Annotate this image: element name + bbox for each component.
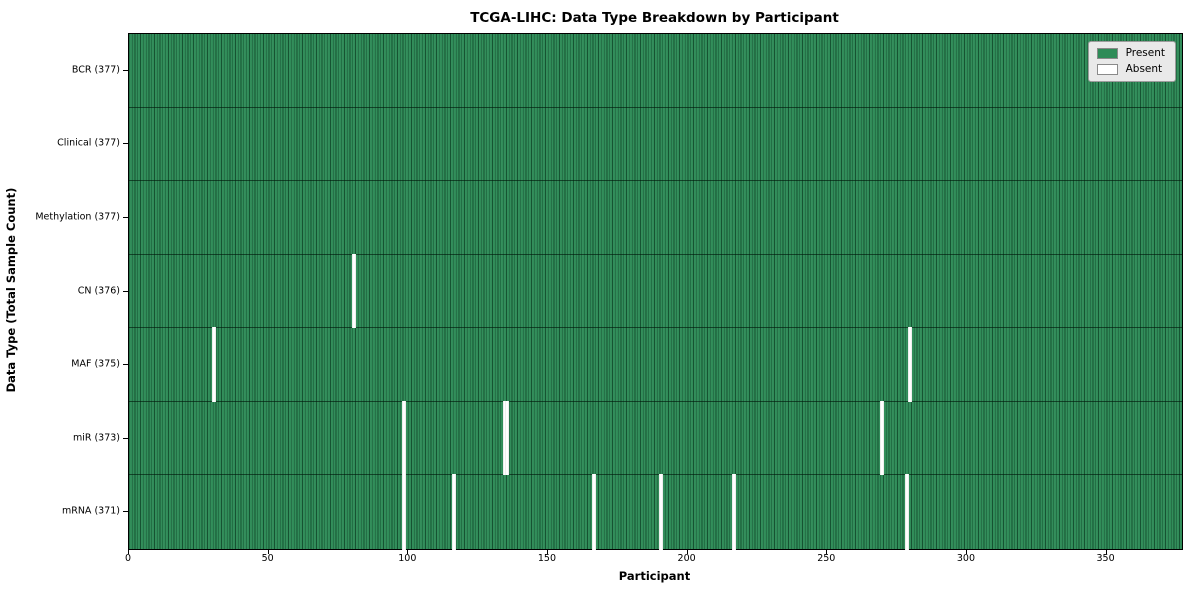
y-tick-mark	[123, 143, 128, 145]
x-tick-label: 200	[677, 553, 696, 564]
x-tick-label: 250	[817, 553, 836, 564]
y-tick-mark	[123, 437, 128, 439]
legend-label: Present	[1125, 47, 1165, 60]
absent-cell	[731, 474, 736, 550]
absent-cell	[505, 400, 510, 476]
heatmap-row-mRNA	[129, 474, 1182, 550]
absent-cell	[452, 474, 457, 550]
y-tick-label-Clinical: Clinical (377)	[57, 137, 120, 149]
y-tick-label-BCR: BCR (377)	[71, 64, 120, 76]
absent-cell	[212, 327, 217, 402]
legend-item-absent: Absent	[1096, 63, 1165, 76]
absent-cell	[904, 474, 909, 550]
y-tick-label-miR: miR (373)	[72, 432, 120, 444]
absent-cell	[402, 400, 407, 476]
x-tick-label: 0	[124, 553, 132, 564]
x-tick-mark	[965, 549, 967, 554]
absent-cell	[879, 400, 884, 476]
y-tick-label-mRNA: mRNA (371)	[61, 505, 120, 517]
absent-cell	[351, 253, 356, 329]
x-tick-mark	[407, 549, 409, 554]
absent-cell	[659, 474, 664, 550]
absent-cell	[402, 474, 407, 550]
legend-item-present: Present	[1096, 47, 1165, 60]
legend-swatch-present-icon	[1096, 48, 1118, 59]
chart-title: TCGA-LIHC: Data Type Breakdown by Partic…	[470, 10, 839, 26]
x-tick-label: 300	[956, 553, 975, 564]
x-tick-mark	[686, 549, 688, 554]
x-tick-mark	[1105, 549, 1107, 554]
absent-cell	[907, 327, 912, 402]
y-tick-mark	[123, 69, 128, 71]
y-tick-label-MAF: MAF (375)	[71, 358, 120, 370]
y-tick-label-Methylation: Methylation (377)	[35, 211, 120, 223]
x-tick-label: 50	[261, 553, 274, 564]
x-tick-mark	[128, 549, 129, 554]
heatmap-row-BCR	[129, 34, 1182, 108]
legend-swatch-absent-icon	[1096, 64, 1118, 75]
x-tick-mark	[267, 549, 269, 554]
x-tick-mark	[826, 549, 828, 554]
heatmap-row-CN	[129, 253, 1182, 329]
y-tick-label-CN: CN (376)	[77, 285, 120, 296]
heatmap-row-Methylation	[129, 181, 1182, 255]
heatmap-row-Clinical	[129, 107, 1182, 182]
y-tick-mark	[123, 290, 128, 292]
absent-cell	[592, 474, 597, 550]
legend: Present Absent	[1087, 41, 1176, 82]
x-axis-label: Participant	[618, 569, 691, 583]
y-tick-mark	[123, 364, 128, 366]
y-tick-mark	[123, 511, 128, 513]
plot-area: Present Absent	[128, 33, 1183, 550]
y-tick-mark	[123, 216, 128, 218]
x-tick-label: 350	[1096, 553, 1115, 564]
absent-cell	[502, 400, 507, 476]
heatmap-row-miR	[129, 400, 1182, 476]
heatmap-row-MAF	[129, 327, 1182, 402]
x-tick-label: 150	[537, 553, 557, 564]
x-tick-label: 100	[398, 553, 417, 564]
x-tick-mark	[546, 549, 548, 554]
legend-label: Absent	[1125, 63, 1163, 76]
